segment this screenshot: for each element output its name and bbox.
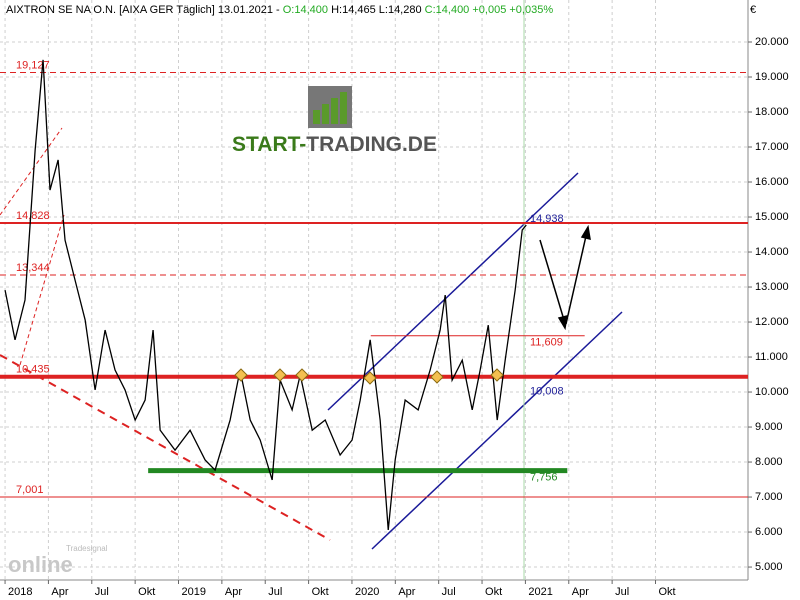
channel-label: 14,938 (530, 213, 564, 225)
x-tick-label: Apr (572, 586, 589, 598)
trend-line (0, 127, 63, 216)
trend-line (19, 214, 65, 366)
x-tick-label: Okt (312, 586, 329, 598)
arrow-head (580, 224, 591, 241)
channel-line (327, 172, 579, 411)
x-tick-label: Okt (485, 586, 502, 598)
y-tick-label: 12.000 (755, 316, 789, 328)
title-part: H:14,465 L:14,280 (328, 4, 425, 16)
level-label: 13,344 (16, 262, 50, 274)
title-part: C:14,400 +0,005 +0,035% (425, 4, 554, 16)
title-part: AIXTRON SE NA O.N. [AIXA GER Täglich] 13… (6, 4, 283, 16)
y-tick-label: 11.000 (755, 351, 788, 363)
y-tick-label: 19.000 (755, 71, 789, 83)
y-tick-label: 6.000 (755, 526, 783, 538)
diamond (234, 368, 248, 382)
segment-label: 7,756 (530, 471, 558, 483)
x-tick-label: Okt (138, 586, 155, 598)
arrow (539, 239, 565, 321)
y-tick-label: 18.000 (755, 106, 789, 118)
y-tick-label: 8.000 (755, 456, 783, 468)
watermark-small: Tradesignal (66, 544, 108, 553)
logo-bar (322, 104, 329, 124)
diamond (363, 371, 377, 385)
diamond (295, 368, 309, 382)
y-tick-label: 15.000 (755, 211, 789, 223)
y-tick-label: 16.000 (755, 176, 789, 188)
level-label: 7,001 (16, 484, 44, 496)
y-tick-label: 14.000 (755, 246, 789, 258)
arrows (539, 224, 591, 331)
diamond (430, 370, 444, 384)
logo-bar (313, 110, 320, 124)
x-tick-label: Jul (268, 586, 282, 598)
x-tick-label: Jul (95, 586, 109, 598)
logo-bar (331, 98, 338, 124)
x-tick-label: 2019 (182, 586, 206, 598)
channel-line (371, 311, 623, 550)
level-label: 14,828 (16, 210, 50, 222)
x-tick-label: 2018 (8, 586, 32, 598)
x-tick-label: Apr (51, 586, 68, 598)
logo-part: TRADING.DE (306, 133, 437, 156)
y-tick-label: 20.000 (755, 36, 789, 48)
x-tick-label: Apr (398, 586, 415, 598)
x-tick-label: Okt (658, 586, 675, 598)
segment-label: 11,609 (530, 337, 563, 349)
x-tick-label: Jul (615, 586, 629, 598)
chart-title: AIXTRON SE NA O.N. [AIXA GER Täglich] 13… (6, 4, 553, 16)
x-tick-label: 2020 (355, 586, 379, 598)
logo-bar (340, 92, 347, 124)
currency: € (750, 4, 756, 16)
x-tick-label: 2021 (528, 586, 552, 598)
trend-line (0, 354, 331, 541)
y-tick-label: 9.000 (755, 421, 783, 433)
y-tick-label: 13.000 (755, 281, 789, 293)
y-tick-label: 10.000 (755, 386, 789, 398)
channel-label: 10,008 (530, 386, 564, 398)
y-tick-label: 7.000 (755, 491, 783, 503)
diamond (490, 368, 504, 382)
title-part: O:14,400 (283, 4, 328, 16)
logo-part: START- (232, 133, 306, 156)
diamond (273, 368, 287, 382)
x-tick-label: Jul (442, 586, 456, 598)
markers (234, 368, 504, 385)
watermark: online (8, 552, 73, 577)
x-tick-label: Apr (225, 586, 242, 598)
arrow (565, 235, 587, 325)
y-tick-label: 17.000 (755, 141, 789, 153)
price-line (4, 59, 527, 531)
y-tick-label: 5.000 (755, 561, 783, 573)
level-label: 10,435 (16, 364, 50, 376)
level-label: 19,127 (16, 59, 50, 71)
logo-text: START-TRADING.DE (232, 133, 437, 156)
